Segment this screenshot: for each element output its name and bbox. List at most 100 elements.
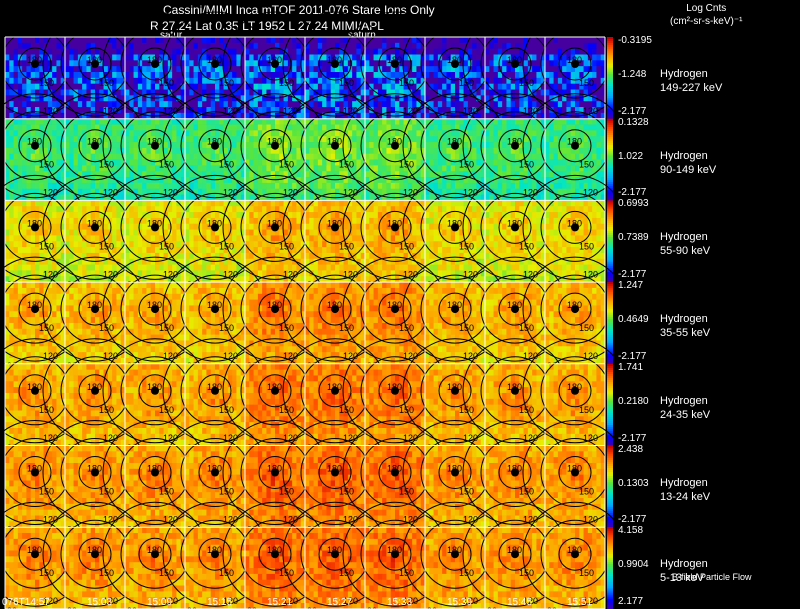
pixel xyxy=(283,95,289,102)
pixel xyxy=(369,194,374,201)
pixel xyxy=(532,54,537,61)
pixel xyxy=(292,89,297,96)
pixel xyxy=(90,200,96,207)
pixel xyxy=(30,159,36,166)
pixel xyxy=(313,194,319,201)
pixel xyxy=(510,124,516,131)
pixel xyxy=(557,101,563,108)
pixel xyxy=(266,159,272,166)
pixel xyxy=(480,142,486,149)
pixel xyxy=(95,42,100,50)
pixel xyxy=(82,177,87,184)
pixel xyxy=(176,241,182,248)
pixel xyxy=(210,136,216,143)
pixel xyxy=(575,153,580,160)
pixel xyxy=(313,153,319,160)
pixel xyxy=(137,124,143,131)
pixel xyxy=(193,177,199,184)
pixel xyxy=(562,194,567,201)
pixel xyxy=(146,107,152,114)
pixel xyxy=(99,147,104,155)
pixel xyxy=(377,118,383,125)
pixel xyxy=(73,101,79,108)
pixel xyxy=(463,89,469,96)
pixel xyxy=(420,42,426,50)
pixel xyxy=(142,165,147,172)
pixel xyxy=(13,188,19,195)
colorbar-segment xyxy=(607,171,613,175)
colorbar-segment xyxy=(607,90,613,93)
pixel xyxy=(425,101,430,108)
pixel xyxy=(425,107,430,114)
pixel xyxy=(262,188,267,195)
pixel xyxy=(13,118,19,125)
pixel xyxy=(425,136,430,143)
pixel xyxy=(407,60,413,67)
pixel xyxy=(365,165,370,172)
pixel xyxy=(296,165,302,172)
pixel xyxy=(489,95,494,102)
pixel xyxy=(262,194,267,201)
pixel xyxy=(47,95,53,102)
pixel xyxy=(270,130,276,137)
pixel xyxy=(339,37,344,44)
pixel xyxy=(17,153,23,160)
pixel xyxy=(266,42,272,50)
pixel xyxy=(257,165,263,172)
pixel xyxy=(39,159,44,166)
pixel xyxy=(9,217,14,225)
pixel xyxy=(343,54,349,61)
pixel xyxy=(22,188,27,195)
pixel xyxy=(13,107,19,114)
pixel xyxy=(245,83,250,90)
pixel xyxy=(163,229,169,236)
pixel xyxy=(330,171,336,178)
pixel xyxy=(493,159,499,166)
pixel xyxy=(506,48,512,55)
pixel xyxy=(330,83,336,90)
pixel xyxy=(309,77,314,85)
pixel xyxy=(253,142,259,149)
pixel xyxy=(82,101,87,108)
pixel xyxy=(17,206,23,213)
pixel xyxy=(146,72,152,79)
pixel xyxy=(600,130,606,137)
pixel xyxy=(296,42,302,50)
pixel xyxy=(176,66,182,73)
pixel xyxy=(570,89,576,96)
pixel xyxy=(26,153,32,160)
pixel xyxy=(90,42,96,50)
pixel xyxy=(437,130,443,137)
pixel xyxy=(90,206,96,213)
pixel xyxy=(485,124,490,131)
pixel xyxy=(30,77,36,85)
pixel xyxy=(120,159,126,166)
pixel xyxy=(519,118,524,125)
pixel xyxy=(137,159,143,166)
pixel xyxy=(236,153,242,160)
pixel xyxy=(313,60,319,67)
pixel xyxy=(159,147,164,155)
pixel xyxy=(189,42,194,50)
pixel xyxy=(142,258,147,265)
pixel xyxy=(527,194,533,201)
pixel xyxy=(489,118,494,125)
pixel xyxy=(206,247,212,254)
pixel xyxy=(395,107,400,114)
pixel xyxy=(99,37,104,44)
pixel xyxy=(125,264,130,271)
pixel xyxy=(155,188,160,195)
pixel xyxy=(476,48,482,55)
pixel xyxy=(292,107,297,114)
pixel xyxy=(30,229,36,236)
pixel xyxy=(352,72,357,79)
pixel xyxy=(305,112,310,120)
pixel xyxy=(47,112,53,120)
pixel xyxy=(120,229,126,236)
pixel xyxy=(442,37,447,44)
pixel xyxy=(99,182,104,190)
pixel xyxy=(99,118,104,125)
pixel xyxy=(142,142,147,149)
pixel xyxy=(553,142,559,149)
pixel xyxy=(480,83,486,90)
